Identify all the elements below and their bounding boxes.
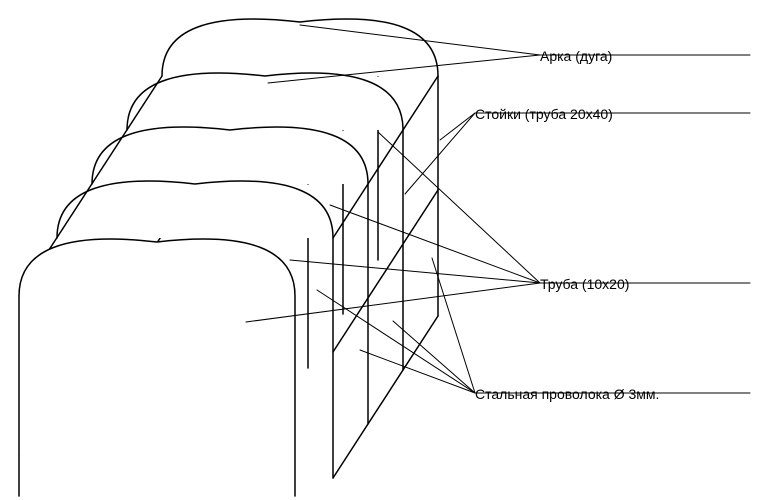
label-posts: Стойки (труба 20x40)	[475, 106, 613, 122]
label-arch: Арка (дуга)	[540, 48, 612, 64]
greenhouse-diagram	[0, 0, 770, 500]
label-wire: Стальная проволока Ø 3мм.	[475, 386, 659, 402]
label-tube: Труба (10x20)	[540, 276, 629, 292]
